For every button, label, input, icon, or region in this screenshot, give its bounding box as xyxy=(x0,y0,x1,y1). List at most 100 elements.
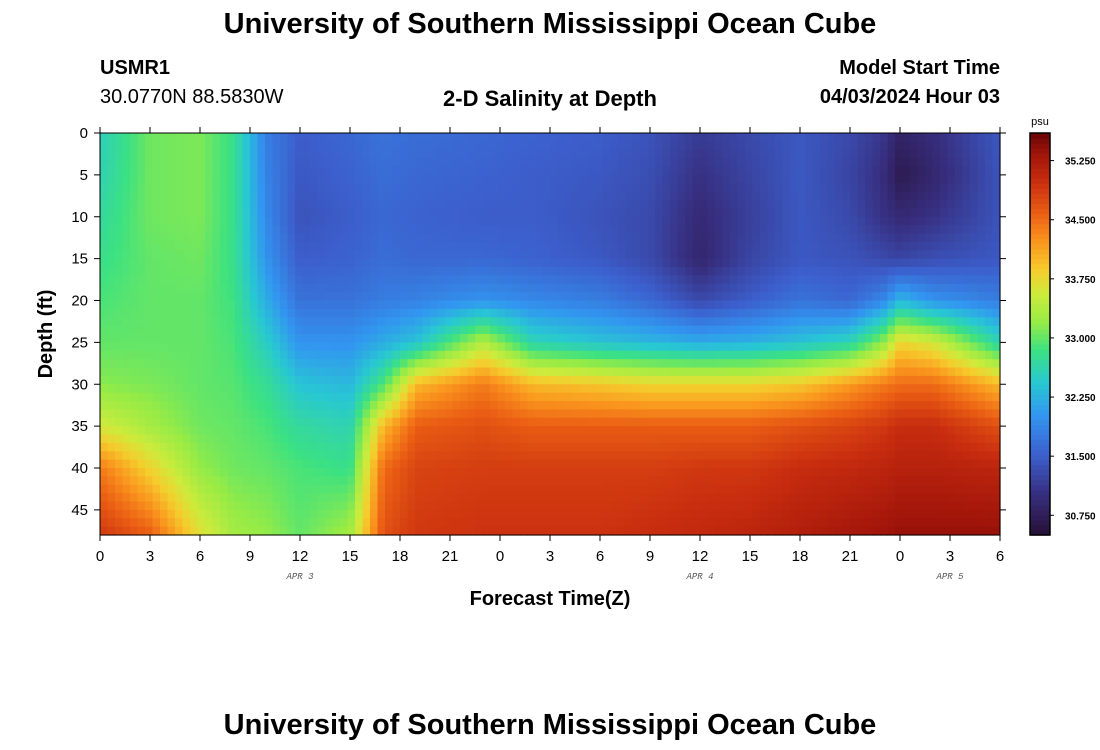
heatmap-cell xyxy=(325,451,334,461)
heatmap-cell xyxy=(197,200,206,209)
heatmap-cell xyxy=(100,141,109,151)
heatmap-cell xyxy=(820,300,829,310)
heatmap-cell xyxy=(730,334,739,343)
heatmap-cell xyxy=(145,375,154,385)
heatmap-cell xyxy=(557,434,566,444)
heatmap-cell xyxy=(242,166,251,176)
heatmap-cell xyxy=(130,359,139,369)
heatmap-cell xyxy=(587,526,596,536)
heatmap-cell xyxy=(115,401,124,410)
heatmap-cell xyxy=(632,476,641,486)
heatmap-cell xyxy=(715,434,724,444)
heatmap-cell xyxy=(400,191,409,201)
heatmap-cell xyxy=(820,476,829,486)
heatmap-cell xyxy=(430,426,439,436)
heatmap-cell xyxy=(557,325,566,335)
heatmap-cell xyxy=(475,166,484,176)
heatmap-cell xyxy=(242,367,251,377)
heatmap-cell xyxy=(722,476,731,486)
heatmap-cell xyxy=(707,375,716,385)
heatmap-cell xyxy=(707,468,716,477)
heatmap-cell xyxy=(872,166,881,176)
heatmap-cell xyxy=(550,292,559,302)
heatmap-cell xyxy=(355,350,364,360)
heatmap-cell xyxy=(737,526,746,536)
heatmap-cell xyxy=(557,409,566,419)
heatmap-cell xyxy=(730,275,739,285)
heatmap-cell xyxy=(640,359,649,369)
heatmap-cell xyxy=(625,468,634,477)
heatmap-cell xyxy=(392,200,401,209)
heatmap-cell xyxy=(520,375,529,385)
heatmap-cell xyxy=(392,401,401,410)
heatmap-cell xyxy=(850,451,859,461)
heatmap-cell xyxy=(107,183,116,193)
heatmap-cell xyxy=(130,149,139,159)
heatmap-cell xyxy=(595,350,604,360)
heatmap-cell xyxy=(512,350,521,360)
heatmap-cell xyxy=(685,526,694,536)
heatmap-cell xyxy=(377,267,386,276)
heatmap-cell xyxy=(265,493,274,503)
heatmap-cell xyxy=(662,292,671,302)
heatmap-cell xyxy=(715,183,724,193)
heatmap-cell xyxy=(692,417,701,427)
heatmap-cell xyxy=(730,501,739,511)
heatmap-cell xyxy=(197,350,206,360)
heatmap-cell xyxy=(797,417,806,427)
heatmap-cell xyxy=(610,300,619,310)
heatmap-cell xyxy=(685,367,694,377)
heatmap-cell xyxy=(865,459,874,469)
heatmap-cell xyxy=(317,258,326,268)
heatmap-cell xyxy=(775,384,784,394)
heatmap-cell xyxy=(527,401,536,410)
heatmap-cell xyxy=(692,426,701,436)
heatmap-cell xyxy=(265,526,274,536)
heatmap-cell xyxy=(872,484,881,494)
heatmap-cell xyxy=(737,275,746,285)
heatmap-cell xyxy=(422,434,431,444)
heatmap-cell xyxy=(737,392,746,402)
heatmap-cell xyxy=(167,225,176,235)
heatmap-cell xyxy=(805,300,814,310)
heatmap-cell xyxy=(475,241,484,251)
heatmap-cell xyxy=(310,158,319,168)
heatmap-cell xyxy=(760,141,769,151)
heatmap-cell xyxy=(572,267,581,276)
heatmap-cell xyxy=(122,325,131,335)
heatmap-cell xyxy=(835,359,844,369)
heatmap-cell xyxy=(625,325,634,335)
heatmap-cell xyxy=(857,317,866,327)
heatmap-cell xyxy=(820,258,829,268)
heatmap-cell xyxy=(317,468,326,477)
heatmap-cell xyxy=(302,216,311,226)
heatmap-cell xyxy=(280,409,289,419)
heatmap-cell xyxy=(407,241,416,251)
heatmap-cell xyxy=(565,459,574,469)
heatmap-cell xyxy=(707,258,716,268)
heatmap-cell xyxy=(422,392,431,402)
heatmap-cell xyxy=(722,267,731,276)
heatmap-cell xyxy=(205,241,214,251)
heatmap-cell xyxy=(175,384,184,394)
heatmap-cell xyxy=(655,292,664,302)
heatmap-cell xyxy=(647,191,656,201)
heatmap-cell xyxy=(557,392,566,402)
heatmap-cell xyxy=(625,208,634,218)
heatmap-cell xyxy=(587,434,596,444)
heatmap-cell xyxy=(647,283,656,293)
heatmap-cell xyxy=(535,250,544,260)
heatmap-cell xyxy=(812,359,821,369)
heatmap-cell xyxy=(437,442,446,452)
heatmap-cell xyxy=(497,166,506,176)
heatmap-cell xyxy=(790,241,799,251)
heatmap-cell xyxy=(167,174,176,184)
heatmap-cell xyxy=(287,350,296,360)
heatmap-cell xyxy=(370,384,379,394)
heatmap-cell xyxy=(212,233,221,243)
heatmap-cell xyxy=(235,417,244,427)
heatmap-cell xyxy=(857,216,866,226)
heatmap-cell xyxy=(175,233,184,243)
heatmap-cell xyxy=(692,158,701,168)
heatmap-cell xyxy=(835,509,844,519)
